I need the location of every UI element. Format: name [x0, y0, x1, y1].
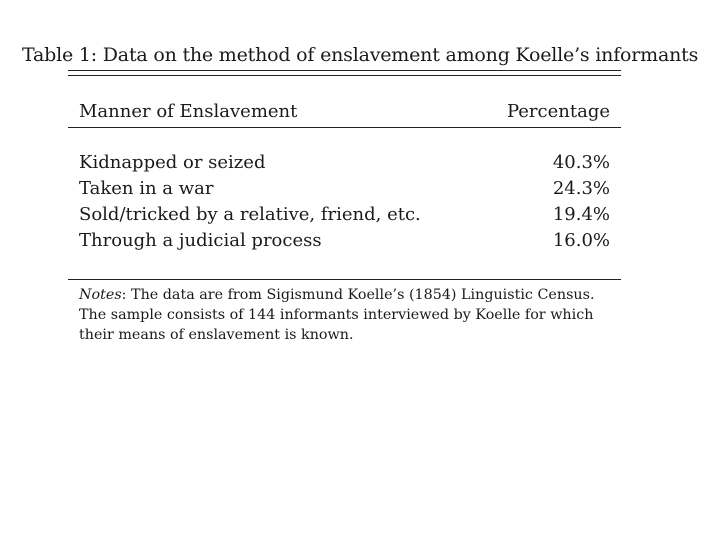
table-row: Kidnapped or seized 40.3%: [79, 152, 610, 173]
table-row: Taken in a war 24.3%: [79, 178, 610, 199]
header-rule: [68, 127, 621, 128]
row-percentage: 24.3%: [552, 178, 610, 199]
top-rule-upper: [68, 70, 621, 71]
header-percentage: Percentage: [506, 101, 610, 122]
table-caption: Table 1: Data on the method of enslaveme…: [22, 44, 699, 66]
row-manner: Taken in a war: [79, 178, 214, 199]
row-manner: Through a judicial process: [79, 230, 322, 251]
header-manner: Manner of Enslavement: [79, 101, 298, 122]
row-manner: Sold/tricked by a relative, friend, etc.: [79, 204, 421, 225]
row-manner: Kidnapped or seized: [79, 152, 266, 173]
notes-line-1: Notes: The data are from Sigismund Koell…: [79, 285, 619, 305]
notes-label: Notes: [79, 287, 122, 303]
bottom-rule: [68, 279, 621, 280]
row-percentage: 40.3%: [552, 152, 610, 173]
notes-line-3: their means of enslavement is known.: [79, 327, 354, 343]
notes-line-2: The sample consists of 144 informants in…: [79, 307, 594, 323]
row-percentage: 16.0%: [552, 230, 610, 251]
table-notes: Notes: The data are from Sigismund Koell…: [79, 285, 619, 345]
table-row: Through a judicial process 16.0%: [79, 230, 610, 251]
table-row: Sold/tricked by a relative, friend, etc.…: [79, 204, 610, 225]
row-percentage: 19.4%: [552, 204, 610, 225]
table-header-row: Manner of Enslavement Percentage: [79, 101, 610, 122]
notes-text-1: : The data are from Sigismund Koelle’s (…: [121, 287, 595, 303]
top-rule-lower: [68, 75, 621, 76]
